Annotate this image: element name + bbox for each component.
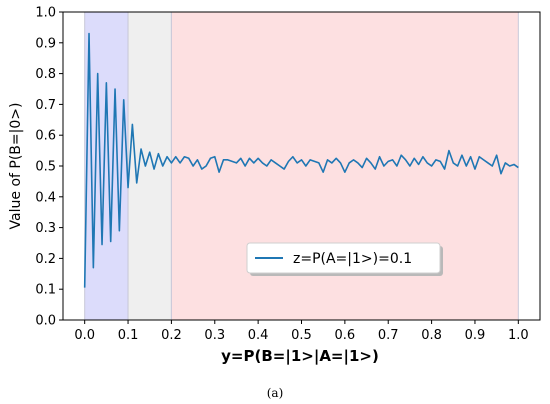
- legend-box: [246, 242, 441, 274]
- y-tick-label: 0.8: [35, 67, 56, 82]
- x-axis-label: y=P(B=|1>|A=|1>): [221, 347, 379, 366]
- x-tick-label: 0.5: [291, 328, 312, 343]
- x-tick-label: 0.0: [74, 328, 95, 343]
- y-tick-label: 0.6: [35, 129, 56, 144]
- y-tick-label: 0.1: [35, 283, 56, 298]
- x-ticks: 0.0 0.1 0.2 0.3 0.4 0.5 0.6 0.7 0.8 0.9 1.0: [74, 320, 529, 343]
- x-tick-label: 1.0: [508, 328, 529, 343]
- y-axis-label: Value of P(B=|0>): [8, 103, 24, 230]
- y-tick-label: 0.2: [35, 252, 56, 267]
- y-tick-label: 0.0: [35, 314, 56, 329]
- x-tick-label: 0.8: [421, 328, 442, 343]
- x-tick-label: 0.7: [378, 328, 399, 343]
- series-line-0: [83, 32, 519, 288]
- y-tick-label: 0.3: [35, 221, 56, 236]
- y-tick-label: 0.4: [35, 190, 56, 205]
- legend-label: z=P(A=|1>)=0.1: [293, 251, 412, 267]
- x-tick-label: 0.2: [161, 328, 182, 343]
- x-tick-label: 0.9: [465, 328, 486, 343]
- legend: z=P(A=|1>)=0.1: [246, 242, 443, 276]
- y-tick-label: 1.0: [35, 6, 56, 21]
- x-tick-label: 0.4: [248, 328, 269, 343]
- x-tick-label: 0.6: [335, 328, 356, 343]
- y-ticks: 0.0 0.1 0.2 0.3 0.4 0.5 0.6 0.7 0.8 0.9 1.0: [35, 6, 63, 329]
- shaded-region-1: [128, 12, 172, 320]
- y-tick-label: 0.9: [35, 36, 56, 51]
- figure-caption: (a): [267, 386, 284, 400]
- series-lines: [83, 32, 519, 288]
- x-tick-label: 0.1: [118, 328, 139, 343]
- x-tick-label: 0.3: [204, 328, 225, 343]
- y-tick-label: 0.7: [35, 98, 56, 113]
- y-tick-label: 0.5: [35, 160, 56, 175]
